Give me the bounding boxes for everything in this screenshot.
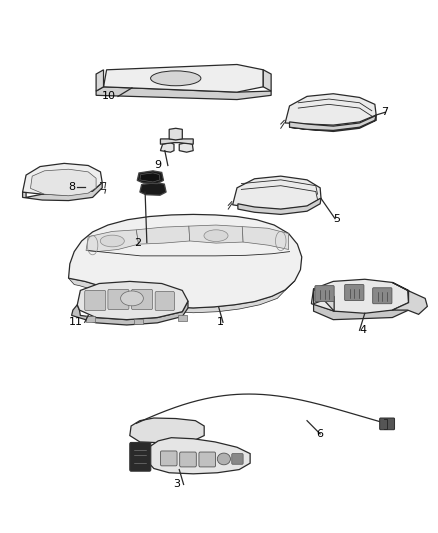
Polygon shape: [86, 317, 95, 322]
FancyBboxPatch shape: [155, 292, 174, 311]
FancyBboxPatch shape: [344, 285, 363, 301]
Polygon shape: [134, 319, 143, 324]
Text: 11: 11: [68, 317, 82, 327]
Text: 8: 8: [68, 182, 75, 192]
Text: 3: 3: [173, 480, 180, 489]
Polygon shape: [130, 418, 204, 443]
Polygon shape: [22, 182, 102, 200]
Ellipse shape: [100, 235, 124, 247]
Text: 4: 4: [359, 325, 366, 335]
FancyBboxPatch shape: [231, 454, 243, 464]
Text: 10: 10: [101, 91, 115, 101]
Polygon shape: [313, 303, 408, 320]
Ellipse shape: [204, 230, 227, 241]
Polygon shape: [289, 115, 375, 132]
FancyBboxPatch shape: [160, 451, 177, 466]
Polygon shape: [232, 176, 320, 209]
FancyBboxPatch shape: [198, 452, 215, 467]
Polygon shape: [188, 225, 243, 243]
FancyBboxPatch shape: [85, 290, 106, 311]
Polygon shape: [96, 70, 103, 91]
Polygon shape: [68, 214, 301, 308]
Ellipse shape: [120, 291, 143, 306]
Polygon shape: [169, 128, 182, 140]
Polygon shape: [68, 278, 294, 313]
FancyBboxPatch shape: [131, 289, 152, 310]
Text: 1: 1: [217, 317, 224, 327]
FancyBboxPatch shape: [108, 289, 129, 310]
Polygon shape: [160, 139, 193, 144]
Polygon shape: [140, 182, 166, 195]
Polygon shape: [136, 226, 189, 244]
FancyBboxPatch shape: [372, 288, 391, 304]
FancyBboxPatch shape: [179, 452, 196, 467]
Polygon shape: [263, 70, 271, 91]
Polygon shape: [86, 230, 138, 252]
Ellipse shape: [150, 71, 201, 86]
Text: 2: 2: [134, 238, 141, 247]
Polygon shape: [289, 115, 375, 131]
Polygon shape: [313, 289, 333, 311]
Polygon shape: [285, 94, 375, 125]
Polygon shape: [77, 281, 187, 320]
Ellipse shape: [217, 453, 230, 465]
Polygon shape: [96, 87, 271, 100]
Polygon shape: [311, 279, 408, 313]
Polygon shape: [242, 227, 288, 249]
FancyBboxPatch shape: [130, 442, 150, 471]
Text: 9: 9: [153, 160, 161, 171]
Polygon shape: [177, 316, 186, 321]
Polygon shape: [145, 438, 250, 474]
Polygon shape: [160, 143, 173, 152]
Polygon shape: [22, 164, 102, 195]
Polygon shape: [237, 198, 320, 214]
Text: 6: 6: [315, 429, 322, 439]
Polygon shape: [392, 282, 426, 314]
Polygon shape: [30, 169, 96, 196]
Text: 5: 5: [332, 214, 339, 224]
Polygon shape: [103, 64, 263, 92]
FancyBboxPatch shape: [314, 286, 333, 302]
Polygon shape: [179, 143, 193, 152]
FancyBboxPatch shape: [379, 418, 394, 430]
Polygon shape: [137, 171, 163, 183]
Text: 7: 7: [381, 107, 388, 117]
Polygon shape: [71, 301, 187, 325]
Polygon shape: [140, 173, 159, 182]
